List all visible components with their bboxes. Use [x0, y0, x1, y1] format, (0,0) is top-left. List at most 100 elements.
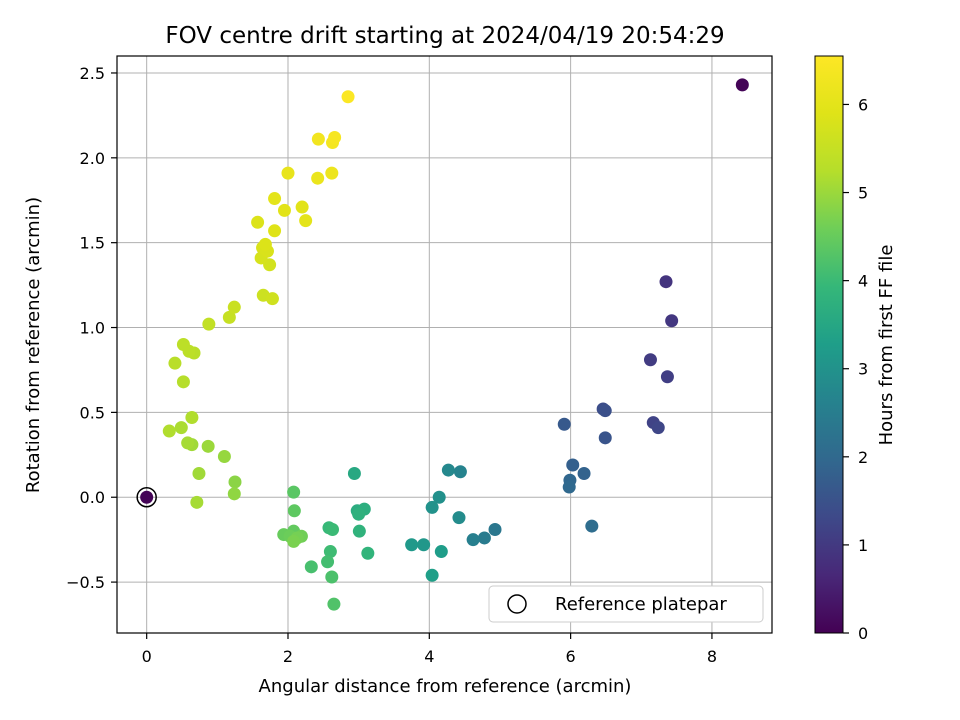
scatter-point [735, 78, 749, 92]
scatter-point [643, 353, 657, 367]
scatter-point [660, 370, 674, 384]
scatter-point [299, 214, 313, 228]
scatter-point [287, 534, 301, 548]
scatter-point [185, 410, 199, 424]
scatter-point [287, 504, 301, 518]
scatter-point [311, 132, 325, 146]
scatter-point [277, 203, 291, 217]
scatter-point [228, 475, 242, 489]
scatter-point [434, 545, 448, 559]
scatter-point [265, 292, 279, 306]
colorbar: 0 1 2 3 4 5 6 Hours from first FF file [814, 55, 897, 643]
legend-reference-label: Reference platepar [555, 594, 727, 615]
scatter-point [140, 490, 154, 504]
x-tick-label: 0 [142, 647, 152, 666]
scatter-point [562, 480, 576, 494]
x-axis-label: Angular distance from reference (arcmin) [259, 676, 632, 697]
scatter-point [168, 356, 182, 370]
y-tick-label: −0.5 [66, 573, 105, 592]
legend-frame [488, 585, 764, 623]
x-tick-label: 6 [566, 647, 576, 666]
scatter-point [201, 439, 215, 453]
x-axis: 0 2 4 6 8 [142, 633, 717, 666]
scatter-point [453, 465, 467, 479]
colorbar-tick-label: 3 [858, 360, 868, 379]
y-tick-label: 2.0 [80, 149, 105, 168]
scatter-point [268, 224, 282, 238]
reference-platepar-circle [136, 486, 157, 508]
y-axis-label: Rotation from reference (arcmin) [23, 197, 44, 493]
legend-box: Reference platepar [488, 585, 764, 623]
scatter-point [251, 215, 265, 229]
scatter-point [585, 519, 599, 533]
scatter-point [659, 275, 673, 289]
scatter-point [488, 522, 502, 536]
scatter-point [441, 463, 455, 477]
scatter-point [202, 317, 216, 331]
scatter-point [577, 466, 591, 480]
scatter-point [361, 546, 375, 560]
scatter-point [352, 507, 366, 521]
plot-frame [116, 55, 773, 634]
scatter-point [227, 487, 241, 501]
colorbar-tick-label: 5 [858, 184, 868, 203]
scatter-point [341, 90, 355, 104]
scatter-point [304, 560, 318, 574]
scatter-point [665, 314, 679, 328]
grid-lines [117, 56, 772, 633]
scatter-point [598, 404, 612, 418]
colorbar-tick-label: 4 [858, 272, 868, 291]
scatter-point [425, 568, 439, 582]
scatter-point [566, 458, 580, 472]
colorbar-tick-label: 0 [858, 624, 868, 643]
scatter-point [557, 417, 571, 431]
scatter-point [417, 538, 431, 552]
scatter-point [174, 421, 188, 435]
scatter-point [176, 338, 190, 351]
scatter-point [192, 466, 206, 480]
scatter-point [432, 490, 446, 504]
y-tick-label: 1.5 [80, 234, 105, 253]
scatter-point [352, 524, 366, 538]
chart-title: FOV centre drift starting at 2024/04/19 … [165, 23, 724, 49]
reference-platepar-marker [136, 486, 157, 508]
legend-reference-marker [507, 594, 527, 614]
scatter-point [477, 531, 491, 545]
scatter-point [268, 192, 282, 206]
scatter-point [323, 545, 337, 559]
y-tick-label: 0.0 [80, 488, 105, 507]
scatter-point [311, 171, 325, 185]
scatter-point [326, 522, 340, 536]
scatter-point [227, 300, 241, 314]
colorbar-ticks: 0 1 2 3 4 5 6 [843, 95, 868, 643]
colorbar-tick-label: 1 [858, 536, 868, 555]
scatter-point [328, 130, 342, 144]
scatter-point [281, 166, 295, 180]
y-tick-label: 1.0 [80, 319, 105, 338]
scatter-point [295, 200, 309, 214]
colorbar-gradient [814, 55, 844, 634]
scatter-point [347, 466, 361, 480]
x-tick-label: 2 [283, 647, 293, 666]
plot-background [117, 56, 772, 633]
colorbar-label: Hours from first FF file [876, 245, 897, 446]
scatter-point [452, 511, 466, 525]
scatter-point [162, 424, 176, 438]
scatter-point [217, 450, 231, 464]
scatter-point [598, 431, 612, 445]
scatter-point [321, 555, 335, 569]
scatter-point [258, 237, 272, 251]
y-tick-label: 2.5 [80, 64, 105, 83]
scatter-point [325, 166, 339, 180]
x-tick-label: 8 [707, 647, 717, 666]
plot-area [116, 55, 773, 634]
scatter-point [190, 495, 204, 509]
scatter-point [287, 485, 301, 499]
x-tick-label: 4 [424, 647, 434, 666]
scatter-point [327, 597, 341, 611]
data-points [140, 78, 749, 611]
scatter-point [466, 533, 480, 547]
scatter-point [222, 310, 236, 324]
colorbar-tick-label: 2 [858, 448, 868, 467]
